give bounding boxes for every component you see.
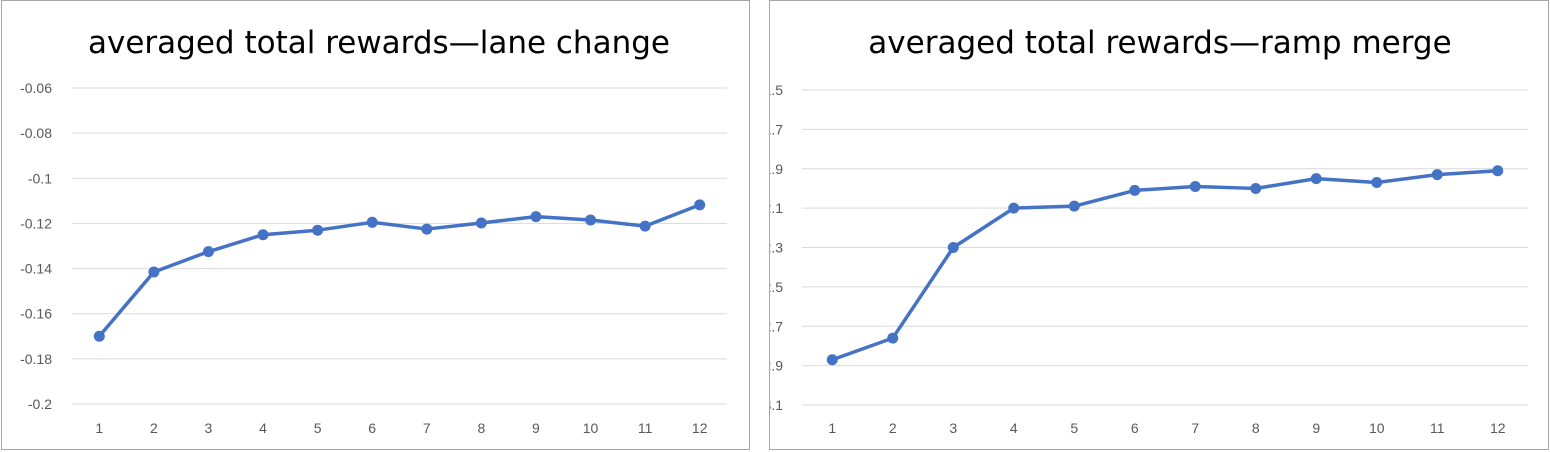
data-point [585, 214, 597, 226]
y-tick-label: -2.5 [770, 279, 783, 295]
y-tick-label: -2.1 [770, 200, 783, 216]
data-point [366, 216, 378, 228]
x-tick-label: 11 [638, 420, 653, 436]
x-tick-label: 12 [692, 420, 708, 436]
y-tick-label: -2.7 [770, 318, 783, 334]
data-point [202, 246, 214, 258]
y-tick-label: -0.08 [20, 125, 52, 141]
y-tick-label: -0.18 [20, 351, 52, 367]
x-tick-label: 9 [532, 420, 540, 436]
data-point [257, 229, 269, 241]
x-tick-label: 2 [889, 420, 897, 436]
data-point [421, 223, 433, 235]
data-point [312, 224, 324, 236]
data-point [1008, 202, 1020, 214]
x-tick-label: 7 [1191, 420, 1199, 436]
data-point [639, 220, 651, 232]
data-point [947, 242, 959, 253]
y-tick-label: -2.9 [770, 358, 783, 374]
x-axis-ticks: 1 2 3 4 5 6 7 8 9 10 11 12 [828, 420, 1505, 436]
x-tick-label: 4 [259, 420, 267, 436]
data-point [1068, 200, 1080, 212]
y-axis-ticks: -0.06 -0.08 -0.1 -0.12 -0.14 -0.16 -0.18 -0.2 [20, 80, 52, 412]
data-point [530, 211, 542, 223]
x-tick-label: 1 [828, 420, 836, 436]
x-tick-label: 1 [95, 420, 103, 436]
y-tick-label: -1.5 [770, 82, 783, 98]
x-tick-label: 4 [1010, 420, 1018, 436]
y-tick-label: -1.9 [770, 161, 783, 177]
series-line [830, 168, 1500, 362]
y-tick-label: -0.06 [20, 80, 52, 96]
x-tick-label: 9 [1312, 420, 1320, 436]
x-tick-label: 2 [150, 420, 158, 436]
grid-lines [72, 87, 727, 405]
data-point [694, 199, 706, 211]
y-tick-label: -0.2 [28, 396, 52, 412]
x-tick-label: 6 [368, 420, 376, 436]
y-tick-label: -0.1 [28, 170, 52, 186]
chart-svg-ramp-merge: averaged total rewards—ramp merge -1.5-1… [770, 25, 1528, 436]
x-tick-label: 8 [477, 420, 485, 436]
x-tick-label: 8 [1252, 420, 1260, 436]
x-tick-label: 12 [1490, 420, 1506, 436]
data-point [1310, 173, 1322, 185]
chart-title: averaged total rewards—lane change [88, 25, 670, 61]
data-point [1129, 184, 1141, 196]
x-tick-label: 10 [1369, 420, 1385, 436]
chart-panel-lane-change: averaged total rewards—lane change -0.06… [1, 0, 750, 450]
x-tick-label: 3 [205, 420, 213, 436]
chart-panel-ramp-merge: averaged total rewards—ramp merge -1.5-1… [769, 0, 1549, 450]
y-tick-label: -0.14 [20, 261, 52, 277]
series-line [97, 203, 702, 339]
data-point [93, 330, 105, 342]
x-tick-label: 10 [583, 420, 599, 436]
data-point [1431, 169, 1443, 181]
series-layer [826, 165, 1504, 366]
x-tick-label: 5 [314, 420, 322, 436]
chart-title: averaged total rewards—ramp merge [868, 25, 1451, 61]
data-point [1189, 180, 1201, 192]
data-point [1371, 177, 1383, 189]
x-tick-label: 7 [423, 420, 431, 436]
y-tick-label: -1.7 [770, 121, 783, 137]
x-tick-label: 11 [1430, 420, 1445, 436]
y-tick-label: -3.1 [770, 397, 783, 413]
data-point [887, 332, 899, 344]
y-tick-label: -0.16 [20, 306, 52, 322]
data-point [826, 354, 838, 366]
x-axis-ticks: 1 2 3 4 5 6 7 8 9 10 11 12 [95, 420, 707, 436]
data-point [475, 217, 487, 229]
x-tick-label: 6 [1131, 420, 1139, 436]
grid-lines [802, 89, 1528, 406]
x-tick-label: 3 [949, 420, 957, 436]
series-layer [93, 199, 706, 342]
chart-svg-lane-change: averaged total rewards—lane change -0.06… [20, 25, 727, 436]
y-axis-ticks: -1.5 -1.7 -1.9 -2.1 -2.3 -2.5 -2.7 -2.9 -3.1 [770, 82, 783, 413]
data-point [1250, 182, 1262, 194]
data-point [148, 266, 160, 278]
x-tick-label: 5 [1070, 420, 1078, 436]
y-tick-label: -2.3 [770, 240, 783, 256]
y-tick-label: -0.12 [20, 215, 52, 231]
data-point [1492, 165, 1504, 177]
